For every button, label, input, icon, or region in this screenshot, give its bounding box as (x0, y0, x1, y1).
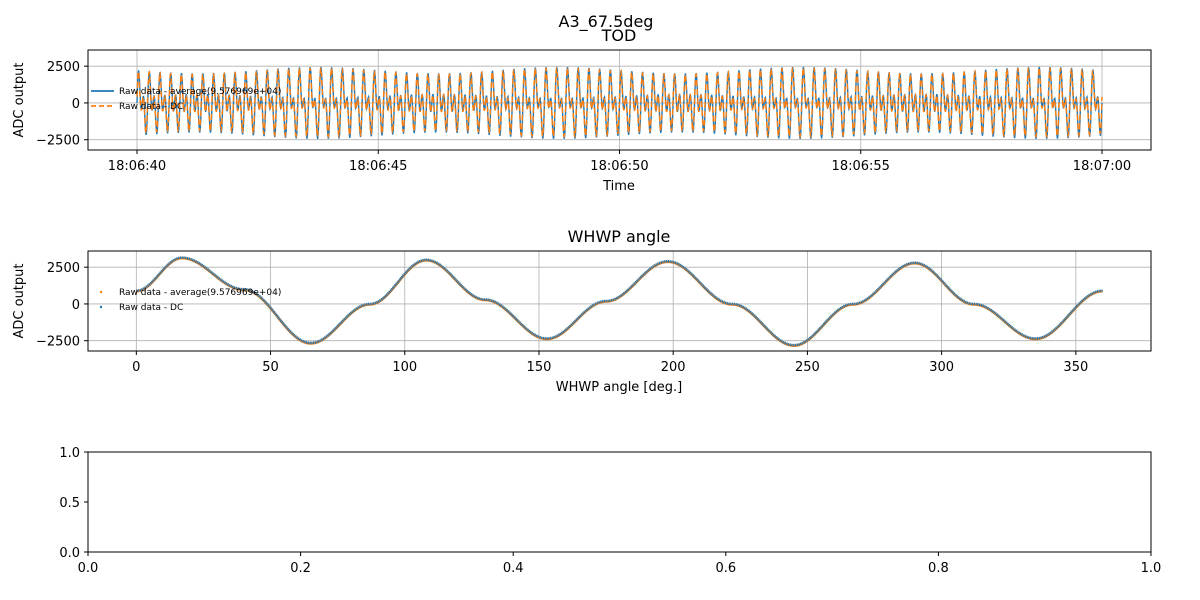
tod-ytick-label: 2500 (47, 60, 80, 75)
tod-ytick-label: −2500 (36, 134, 80, 149)
tod-xtick-label: 18:06:50 (590, 159, 648, 174)
whwp-xtick-label: 350 (1063, 360, 1088, 375)
whwp-series (136, 256, 1103, 347)
empty-xtick-label: 0.8 (928, 561, 949, 576)
tod-ticks: 18:06:40 18:06:45 18:06:50 18:06:55 18:07:00… (36, 60, 1131, 174)
whwp-xtick-label: 50 (262, 360, 279, 375)
whwp-title: WHWP angle (568, 227, 671, 246)
whwp-ytick-label: −2500 (36, 335, 80, 350)
whwp-legend-marker-orange (99, 290, 103, 294)
tod-legend: Raw data - average(9.576969e+04) Raw dat… (91, 87, 281, 112)
tod-xlabel: Time (602, 179, 635, 194)
tod-xtick-label: 18:06:40 (108, 159, 166, 174)
whwp-panel: WHWP angle 0 50 100 150 200 250 300 350 −2500 0 25… (12, 227, 1152, 395)
empty-ticks: 0.0 0.2 0.4 0.6 0.8 1.0 0.0 0.5 1.0 (59, 446, 1161, 576)
empty-xtick-label: 0.4 (503, 561, 524, 576)
tod-xtick-label: 18:06:55 (832, 159, 890, 174)
whwp-ytick-label: 2500 (47, 261, 80, 276)
tod-ytick-label: 0 (72, 97, 80, 112)
empty-ytick-label: 1.0 (59, 446, 80, 461)
empty-xtick-label: 1.0 (1141, 561, 1162, 576)
empty-xtick-label: 0.0 (78, 561, 99, 576)
empty-xtick-label: 0.2 (290, 561, 311, 576)
whwp-xlabel: WHWP angle [deg.] (556, 380, 682, 395)
empty-ytick-label: 0.5 (59, 496, 80, 511)
empty-xtick-label: 0.6 (715, 561, 736, 576)
whwp-axes-frame (87, 250, 1152, 352)
tod-legend-label-0: Raw data - average(9.576969e+04) (119, 87, 281, 97)
whwp-xtick-label: 200 (661, 360, 686, 375)
whwp-legend: Raw data - average(9.576969e+04) Raw dat… (99, 288, 281, 313)
tod-series (136, 66, 1103, 139)
empty-axes-frame (87, 451, 1152, 553)
whwp-legend-label-0: Raw data - average(9.576969e+04) (119, 288, 281, 298)
empty-ytick-label: 0.0 (59, 546, 80, 561)
whwp-xtick-label: 100 (392, 360, 417, 375)
whwp-ytick-label: 0 (72, 298, 80, 313)
whwp-legend-marker-blue (99, 305, 103, 309)
empty-panel: 0.0 0.2 0.4 0.6 0.8 1.0 0.0 0.5 1.0 (59, 446, 1161, 576)
whwp-xtick-label: 250 (795, 360, 820, 375)
whwp-grid (88, 251, 1151, 351)
whwp-series-points (136, 256, 1103, 347)
tod-panel: TOD 18:06:40 18:06:45 18:06:50 18:06:55 18:0… (12, 26, 1152, 194)
tod-series-line (136, 67, 1103, 139)
whwp-ticks: 0 50 100 150 200 250 300 350 −2500 0 2500 (36, 261, 1088, 375)
figure-title: A3_67.5deg (559, 12, 654, 32)
tod-ylabel: ADC output (12, 63, 27, 138)
tod-xtick-label: 18:07:00 (1073, 159, 1131, 174)
tod-title: TOD (601, 26, 637, 45)
tod-legend-label-1: Raw data - DC (119, 102, 183, 112)
whwp-series-points (136, 257, 1103, 347)
whwp-legend-label-1: Raw data - DC (119, 303, 183, 313)
whwp-xtick-label: 0 (132, 360, 140, 375)
whwp-ylabel: ADC output (12, 264, 27, 339)
whwp-xtick-label: 300 (929, 360, 954, 375)
whwp-xtick-label: 150 (527, 360, 552, 375)
tod-xtick-label: 18:06:45 (349, 159, 407, 174)
